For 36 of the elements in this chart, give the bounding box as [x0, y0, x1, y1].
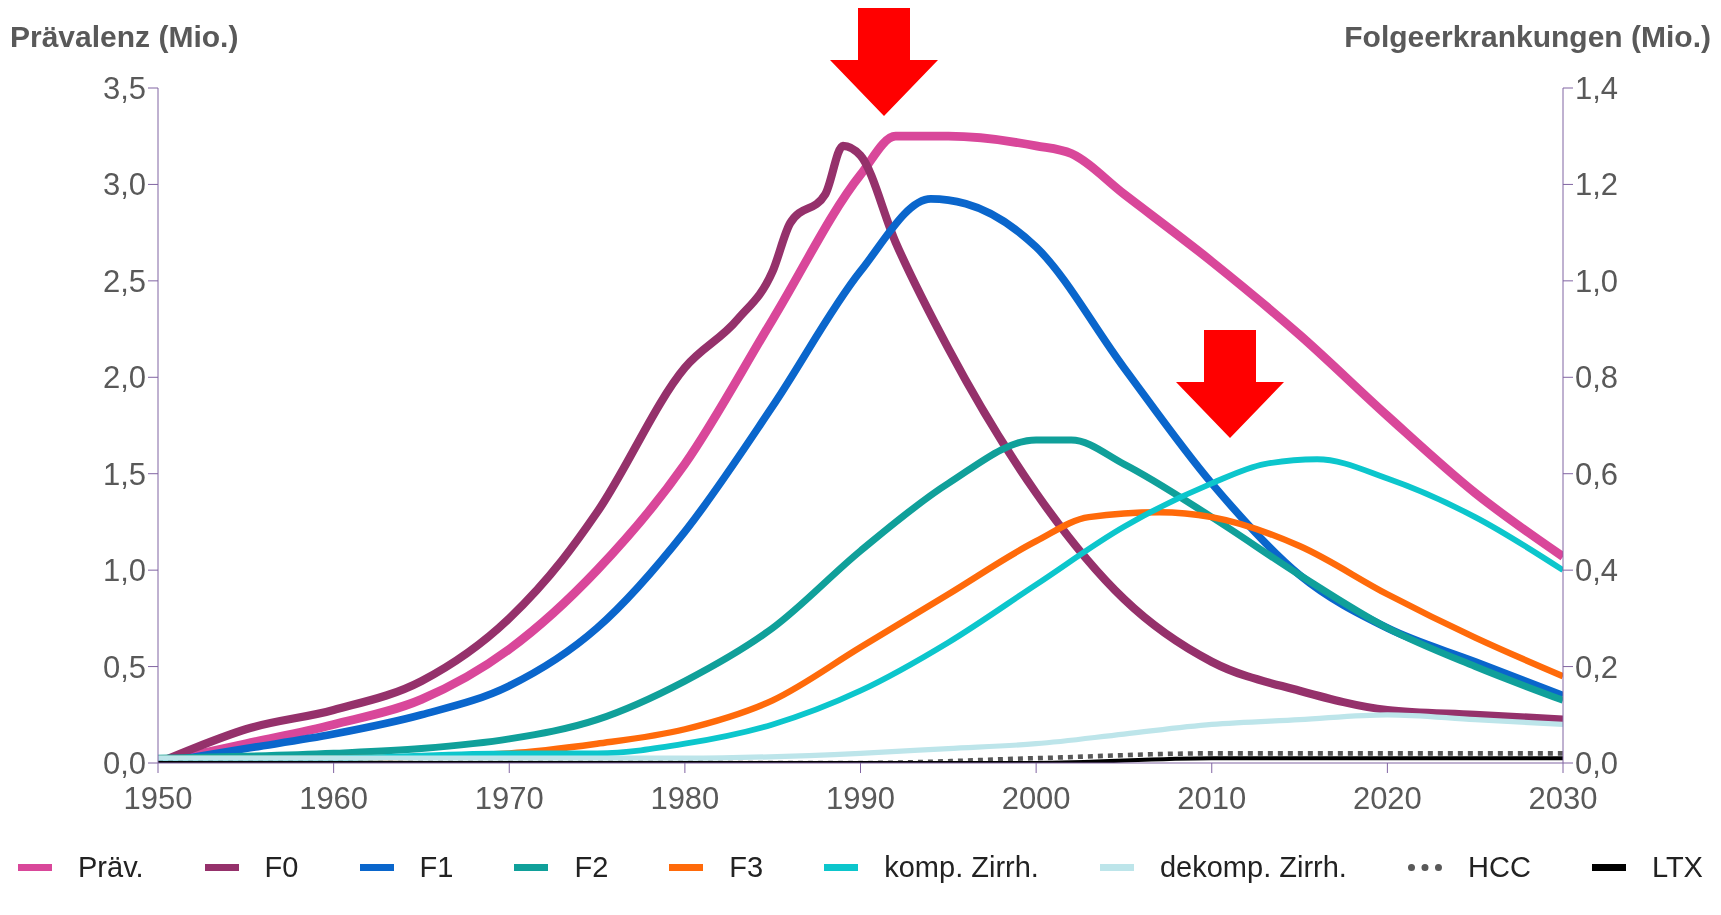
- y-tick-label: 3,5: [102, 71, 146, 106]
- x-tick-label: 1950: [123, 781, 193, 817]
- y-tick-label: 0,5: [102, 649, 146, 685]
- legend-label: komp. Zirrh.: [884, 851, 1039, 884]
- y-tick-label: 0,0: [102, 746, 146, 782]
- legend-label: dekomp. Zirrh.: [1159, 851, 1347, 884]
- legend-label: F2: [574, 851, 609, 884]
- x-tick-label: 2000: [1001, 781, 1071, 817]
- y2-tick-label: 1,2: [1575, 167, 1619, 203]
- y2-tick-label: 1,0: [1575, 263, 1619, 299]
- x-tick-label: 2010: [1177, 781, 1247, 817]
- y2-tick-label: 0,6: [1575, 456, 1619, 492]
- x-tick-label: 1990: [826, 781, 895, 817]
- y2-tick-label: 0,2: [1575, 649, 1619, 685]
- x-tick-label: 2020: [1352, 781, 1422, 817]
- y-tick-label: 1,5: [102, 456, 146, 492]
- legend-label: F0: [264, 851, 299, 884]
- legend-label: F1: [419, 851, 454, 884]
- y2-tick-label: 0,8: [1575, 360, 1619, 396]
- y2-tick-label: 0,4: [1575, 553, 1619, 589]
- x-tick-label: 1970: [474, 781, 544, 817]
- y-axis-title: Prävalenz (Mio.): [10, 20, 239, 54]
- y2-axis-title: Folgeerkrankungen (Mio.): [1344, 20, 1711, 54]
- y-tick-label: 2,0: [102, 360, 146, 396]
- legend-label: LTX: [1651, 851, 1703, 884]
- y2-tick-label: 0,0: [1575, 746, 1619, 782]
- y2-tick-label: 1,4: [1575, 71, 1619, 106]
- y-tick-label: 2,5: [102, 263, 146, 299]
- x-tick-label: 1980: [650, 781, 720, 817]
- legend-label: F3: [729, 851, 764, 884]
- y-tick-label: 3,0: [102, 167, 146, 203]
- legend-label: HCC: [1468, 851, 1531, 884]
- legend-label: Präv.: [78, 851, 144, 884]
- x-tick-label: 1960: [299, 781, 369, 817]
- x-tick-label: 2030: [1528, 781, 1598, 817]
- y-tick-label: 1,0: [102, 553, 146, 589]
